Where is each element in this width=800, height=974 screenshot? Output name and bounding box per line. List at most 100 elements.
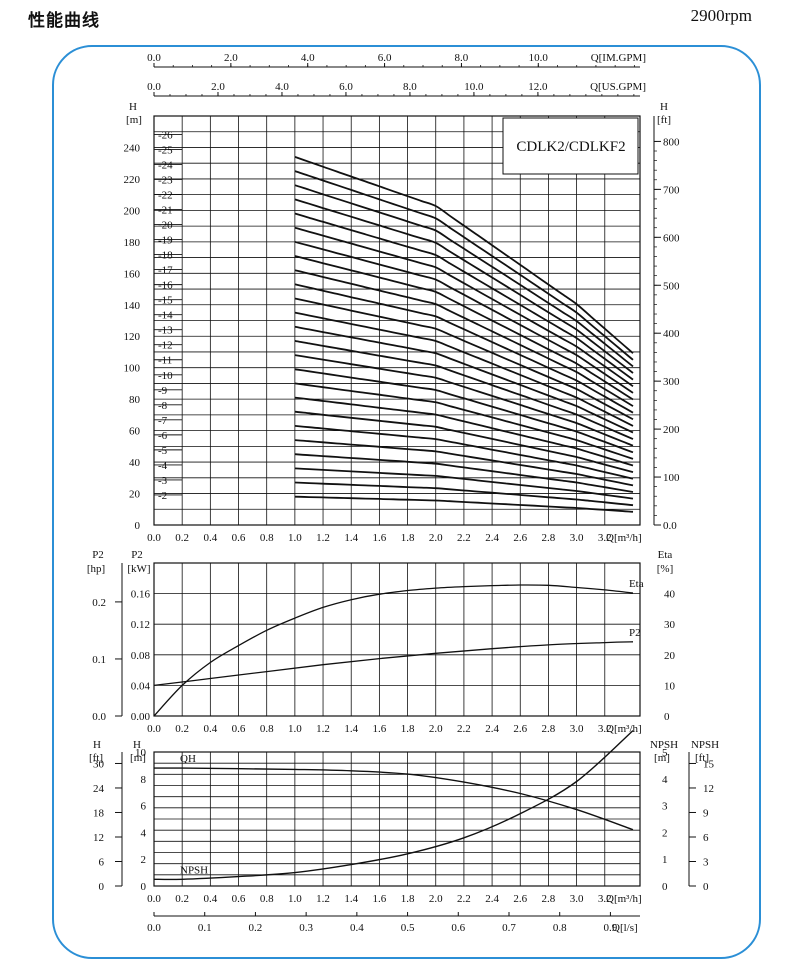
head-x-tick-11: 2.2 [457,532,471,544]
eta-tick-3: 30 [664,619,676,631]
power-grid-border [153,562,641,717]
power-x-tick-5: 1.0 [288,723,302,735]
qh-m-unit: [m] [130,752,146,764]
head-x-tick-0: 0.0 [147,532,161,544]
qh-m-tick-5: 10 [135,747,147,759]
stage-curve-8 [294,410,634,473]
stage-label: -21 [158,205,173,217]
power-x-tick-9: 1.8 [401,723,415,735]
top-axis-us-tick-6: 12.0 [528,81,548,93]
series-qh-label: QH [180,753,196,765]
power-x-tick-2: 0.4 [203,723,217,735]
head-y-tick-5: 100 [124,363,141,375]
qh-x-tick-10: 2.0 [429,893,443,905]
npsh-ft-unit: [ft] [695,752,709,764]
qh-m-label: H [133,739,141,751]
head-ft-tick-5: 500 [663,280,680,292]
head-y-tick-8: 160 [124,268,141,280]
eta-unit: [%] [657,563,674,575]
series-p2-label: P2 [629,627,641,639]
npsh-ft-tick-5: 15 [703,758,715,770]
head-x-tick-8: 1.6 [373,532,387,544]
qh-x-tick-3: 0.6 [232,893,246,905]
power-x-tick-8: 1.6 [373,723,387,735]
stage-label: -13 [158,325,173,337]
stage-label: -4 [158,460,168,472]
head-x-tick-3: 0.6 [232,532,246,544]
qh-x-tick-15: 3.0 [570,893,584,905]
stage-curve-10 [294,382,634,460]
ls-tick-0: 0.0 [147,922,161,934]
head-y-tick-4: 80 [129,394,141,406]
stage-label: -9 [158,385,168,397]
p2-hp-tick-1: 0.1 [92,654,106,666]
qh-m-tick-0: 0 [141,881,147,893]
npsh-ft-tick-2: 6 [703,832,709,844]
qh-x-tick-7: 1.4 [344,893,358,905]
stage-label: -15 [158,295,173,307]
stage-curve-23 [294,198,634,374]
eta-label: Eta [658,549,673,561]
head-x-tick-10: 2.0 [429,532,443,544]
eta-tick-2: 20 [664,650,676,662]
series-qh-line [153,767,634,831]
power-x-tick-14: 2.8 [542,723,556,735]
head-y-label: H [129,101,137,113]
power-x-tick-10: 2.0 [429,723,443,735]
npsh-m-tick-1: 1 [662,854,668,866]
head-y-tick-12: 240 [124,142,141,154]
power-x-tick-4: 0.8 [260,723,274,735]
stage-label: -17 [158,265,173,277]
qh-x-tick-6: 1.2 [316,893,330,905]
top-axis-us-tick-4: 8.0 [403,81,417,93]
stage-label: -6 [158,430,168,442]
stage-curve-17 [294,283,634,414]
eta-tick-1: 10 [664,680,676,692]
stage-label: -2 [158,490,167,502]
qh-x-tick-5: 1.0 [288,893,302,905]
top-axis-us-label: Q[US.GPM] [590,81,646,93]
series-npsh-label: NPSH [180,864,208,876]
stage-curve-4 [294,467,634,500]
eta-tick-0: 0 [664,711,670,723]
head-ft-label: H [660,101,668,113]
qh-ft-tick-2: 12 [93,832,104,844]
p2-hp-tick-2: 0.2 [92,597,106,609]
stage-label: -23 [158,174,173,186]
qh-x-tick-8: 1.6 [373,893,387,905]
ls-tick-8: 0.8 [553,922,567,934]
qh-m-tick-3: 6 [141,801,147,813]
head-x-tick-16: 3.2 [598,532,612,544]
npsh-ft-tick-1: 3 [703,856,709,868]
qh-m-tick-1: 2 [141,854,147,866]
p2-hp-label: P2 [92,549,104,561]
npsh-m-label: NPSH [650,739,678,751]
ls-tick-3: 0.3 [299,922,313,934]
top-axis-im-tick-2: 4.0 [301,52,315,64]
page-title: 性能曲线 [28,11,100,31]
head-ft-tick-7: 700 [663,184,680,196]
head-x-tick-5: 1.0 [288,532,302,544]
top-axis-us-tick-2: 4.0 [275,81,289,93]
stage-curve-24 [294,184,634,368]
power-x-tick-7: 1.4 [344,723,358,735]
head-y-tick-3: 60 [129,426,141,438]
p2-hp-unit: [hp] [87,563,105,575]
stage-curve-18 [294,269,634,407]
head-y-tick-1: 20 [129,489,141,501]
stage-curve-22 [294,212,634,381]
head-y-unit: [m] [126,114,142,126]
head-x-tick-15: 3.0 [570,532,584,544]
series-npsh-line [153,730,634,881]
p2-hp-tick-0: 0.0 [92,711,106,723]
stage-label: -10 [158,370,173,382]
head-ft-tick-4: 400 [663,328,680,340]
ls-tick-6: 0.6 [451,922,465,934]
stage-curve-14 [294,325,634,434]
power-x-label: Q[m³/h] [606,723,642,735]
top-axis-us-tick-0: 0.0 [147,81,161,93]
stage-curve-3 [294,481,634,507]
qh-x-tick-14: 2.8 [542,893,556,905]
power-x-tick-13: 2.6 [513,723,527,735]
qh-x-tick-1: 0.2 [175,893,189,905]
